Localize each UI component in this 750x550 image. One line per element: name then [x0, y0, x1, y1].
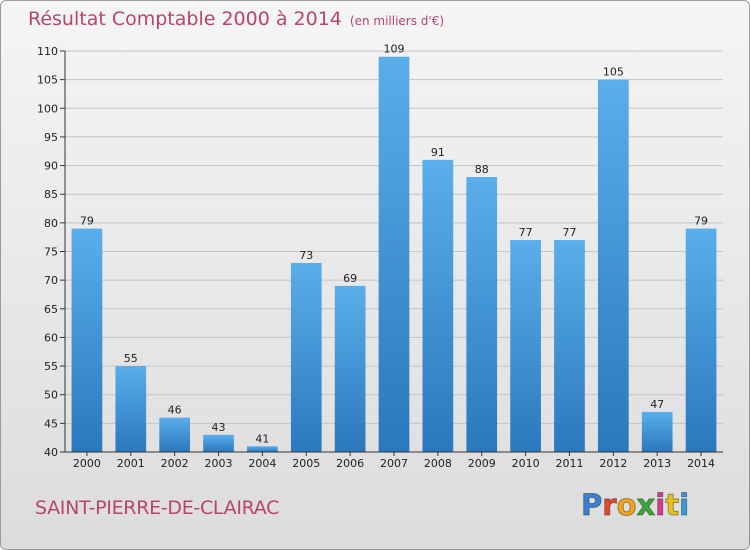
y-tick-label: 85 — [44, 188, 58, 201]
data-label: 91 — [431, 146, 445, 159]
chart-subtitle: (en milliers d'€) — [349, 14, 445, 28]
data-label: 47 — [650, 398, 664, 411]
bar-2002[interactable] — [159, 417, 191, 452]
y-tick-label: 45 — [44, 417, 58, 430]
x-tick-label: 2001 — [117, 457, 145, 470]
bar-2001[interactable] — [115, 366, 147, 452]
y-tick-label: 80 — [44, 217, 58, 230]
town-name: SAINT-PIERRE-DE-CLAIRAC — [35, 497, 280, 519]
y-tick-label: 110 — [37, 45, 58, 58]
bar-2009[interactable] — [466, 177, 498, 452]
logo-letter: t — [665, 488, 680, 523]
logo-letter: P — [580, 488, 603, 523]
data-label: 109 — [384, 43, 405, 56]
data-label: 88 — [475, 163, 489, 176]
y-tick-label: 75 — [44, 246, 58, 259]
data-label: 77 — [562, 226, 576, 239]
chart-title-text: Résultat Comptable 2000 à 2014 — [28, 8, 342, 30]
bar-2003[interactable] — [203, 434, 234, 452]
logo-letter: r — [602, 488, 617, 523]
y-tick-label: 50 — [44, 389, 58, 402]
logo-letter: i — [655, 488, 666, 523]
x-tick-label: 2006 — [336, 457, 364, 470]
bar-2013[interactable] — [641, 411, 673, 452]
x-tick-label: 2000 — [73, 457, 101, 470]
data-label: 55 — [124, 352, 138, 365]
y-tick-label: 65 — [44, 303, 58, 316]
bar-2000[interactable] — [71, 228, 103, 452]
y-tick-label: 105 — [37, 74, 58, 87]
x-tick-label: 2011 — [555, 457, 583, 470]
logo-letter: o — [616, 488, 637, 523]
data-label: 73 — [299, 249, 313, 262]
x-tick-label: 2003 — [205, 457, 233, 470]
y-tick-label: 40 — [44, 446, 58, 459]
x-tick-label: 2005 — [292, 457, 320, 470]
axes: 40 45 50 55 60 65 70 75 80 85 90 95 100 105 110 2000 200… — [37, 45, 723, 470]
data-label: 43 — [212, 421, 226, 434]
bar-2004[interactable] — [247, 446, 278, 452]
y-tick-label: 70 — [44, 274, 58, 287]
bar-2006[interactable] — [334, 285, 366, 452]
x-tick-label: 2004 — [248, 457, 276, 470]
y-tick-label: 90 — [44, 160, 58, 173]
bar-2014[interactable] — [685, 228, 717, 452]
data-label: 105 — [603, 66, 624, 79]
y-tick-label: 55 — [44, 360, 58, 373]
data-label: 79 — [694, 215, 708, 228]
data-label: 69 — [343, 272, 357, 285]
bar-2007[interactable] — [378, 56, 410, 452]
y-tick-label: 100 — [37, 102, 58, 115]
x-tick-label: 2012 — [599, 457, 627, 470]
y-tick-label: 60 — [44, 331, 58, 344]
logo-letter: i — [679, 488, 690, 523]
bar-2008[interactable] — [422, 159, 454, 453]
logo-letter: x — [636, 488, 656, 523]
x-tick-label: 2013 — [643, 457, 671, 470]
chart-title: Résultat Comptable 2000 à 2014 (en millie… — [28, 8, 444, 30]
x-tick-label: 2007 — [380, 457, 408, 470]
bar-2011[interactable] — [554, 240, 585, 452]
bars: 79 55 46 43 41 73 69 109 91 88 77 77 105 47 79 — [71, 43, 717, 453]
data-label: 79 — [80, 215, 94, 228]
x-tick-label: 2009 — [468, 457, 496, 470]
x-tick-label: 2014 — [687, 457, 715, 470]
bar-2005[interactable] — [290, 262, 322, 452]
bar-2012[interactable] — [597, 79, 629, 453]
data-label: 46 — [168, 404, 182, 417]
proxiti-logo[interactable]: Proxiti — [580, 488, 690, 523]
x-tick-label: 2010 — [512, 457, 540, 470]
bar-2010[interactable] — [510, 240, 541, 452]
y-tick-label: 95 — [44, 131, 58, 144]
data-label: 77 — [519, 226, 533, 239]
x-tick-label: 2002 — [161, 457, 189, 470]
data-label: 41 — [255, 432, 269, 445]
x-tick-label: 2008 — [424, 457, 452, 470]
